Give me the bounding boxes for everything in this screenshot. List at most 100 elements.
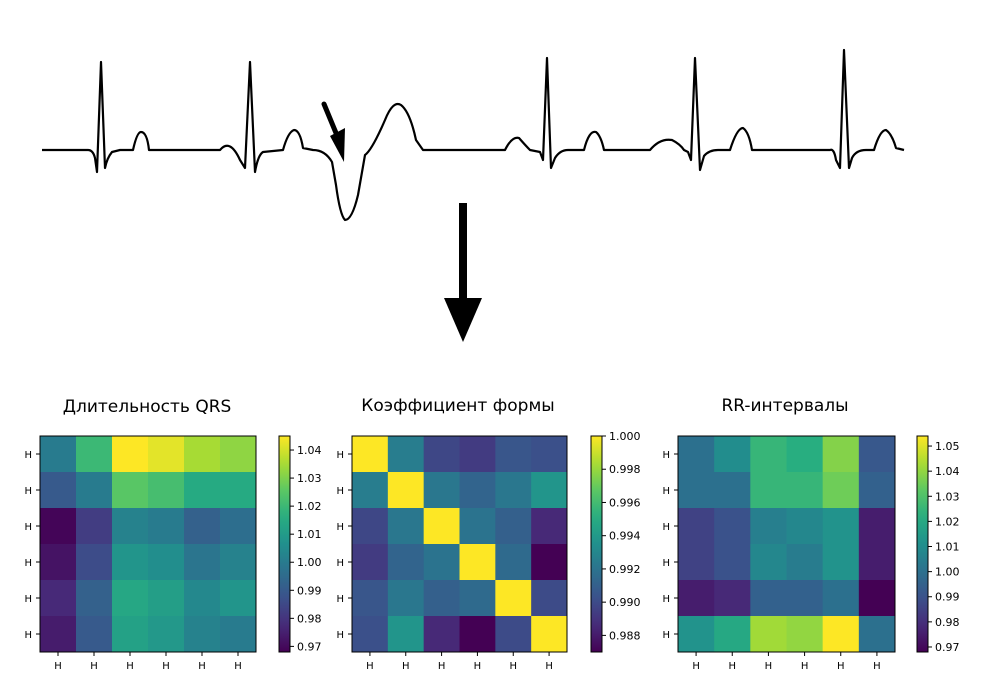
colorbar-tick-label: 0.99 — [297, 584, 322, 597]
heatmap-cell — [423, 580, 460, 617]
heatmap-cell — [678, 544, 715, 581]
heatmap-cell — [495, 508, 532, 545]
heatmap-cell — [459, 508, 496, 545]
heatmap-cell — [750, 580, 787, 617]
heatmap-cell — [184, 508, 221, 545]
y-tick-label: Н — [662, 522, 670, 533]
x-tick-label: Н — [545, 661, 553, 672]
y-tick-label: Н — [24, 630, 32, 641]
heatmap-cell — [714, 616, 751, 653]
y-tick-label: Н — [24, 594, 32, 605]
heatmap-cell — [352, 508, 389, 545]
colorbar-tick-label: 1.04 — [935, 465, 960, 478]
colorbar-tick-label: 0.994 — [609, 530, 641, 543]
heatmap-grid: Н Н Н Н Н Н Н Н Н Н Н Н 1.04 1.03 1.02 1.01 1.00 0.99 0.98… — [24, 435, 322, 672]
heatmap-title: Коэффициент формы — [361, 396, 554, 416]
colorbar-tick-label: 0.99 — [935, 591, 960, 604]
heatmap-cell — [531, 472, 568, 509]
x-tick-label: Н — [509, 661, 517, 672]
heatmap-cell — [750, 616, 787, 653]
heatmap-cell — [822, 616, 860, 653]
heatmap-cell — [112, 580, 149, 617]
heatmap-frame — [351, 435, 568, 653]
x-tick-label: Н — [438, 661, 446, 672]
heatmap-cell — [858, 544, 896, 581]
heatmap-cell — [858, 436, 896, 473]
heatmap-cell — [786, 472, 824, 509]
heatmap-cell — [495, 436, 532, 473]
heatmap-cell — [148, 580, 185, 617]
heatmap-cell — [112, 472, 149, 509]
y-tick-label: Н — [336, 558, 344, 569]
heatmap-cell — [495, 580, 532, 617]
heatmap-cell — [220, 616, 257, 653]
heatmap-cell — [148, 544, 185, 581]
heatmap-cell — [786, 616, 824, 653]
colorbar-tick-label: 0.996 — [609, 496, 641, 509]
y-tick-label: Н — [662, 486, 670, 497]
y-tick-label: Н — [24, 486, 32, 497]
y-tick-label: Н — [24, 450, 32, 461]
colorbar-tick-label: 1.02 — [935, 515, 960, 528]
heatmap-cell — [40, 580, 77, 617]
colorbar-tick-label: 1.00 — [935, 566, 960, 579]
colorbar-tick-label: 1.05 — [935, 440, 960, 453]
heatmap-cell — [148, 508, 185, 545]
heatmap-cell — [220, 544, 257, 581]
heatmap-cell — [76, 580, 113, 617]
heatmap-panel-qrs: Длительность QRS Н Н Н Н Н Н Н Н Н Н Н Н 1.04 1.03 1.0… — [24, 397, 321, 672]
y-tick-label: Н — [662, 558, 670, 569]
heatmap-cell — [822, 436, 860, 473]
heatmap-cell — [76, 544, 113, 581]
colorbar-tick-label: 0.98 — [935, 616, 960, 629]
heatmap-cell — [531, 436, 568, 473]
colorbar-tick-label: 0.97 — [935, 641, 960, 654]
heatmap-cell — [148, 436, 185, 473]
heatmap-cell — [678, 580, 715, 617]
heatmap-cell — [714, 436, 751, 473]
heatmap-cell — [822, 580, 860, 617]
heatmap-cell — [822, 472, 860, 509]
x-tick-label: Н — [837, 661, 845, 672]
heatmap-cell — [76, 616, 113, 653]
colorbar-tick-label: 0.97 — [297, 640, 322, 653]
heatmap-cell — [184, 544, 221, 581]
heatmap-cell — [714, 508, 751, 545]
heatmap-cell — [714, 544, 751, 581]
y-tick-label: Н — [662, 450, 670, 461]
heatmap-cell — [423, 544, 460, 581]
heatmap-cell — [786, 508, 824, 545]
colorbar-tick-label: 1.02 — [297, 500, 322, 513]
x-tick-label: Н — [366, 661, 374, 672]
x-tick-label: Н — [198, 661, 206, 672]
y-tick-label: Н — [336, 630, 344, 641]
heatmap-cell — [387, 508, 425, 545]
x-tick-label: Н — [801, 661, 809, 672]
heatmap-cell — [786, 436, 824, 473]
heatmap-cell — [220, 580, 257, 617]
heatmap-cell — [459, 436, 496, 473]
heatmap-cell — [531, 544, 568, 581]
heatmap-cell — [76, 436, 113, 473]
heatmap-cell — [678, 472, 715, 509]
heatmap-cell — [112, 508, 149, 545]
y-tick-label: Н — [662, 594, 670, 605]
heatmap-cell — [678, 508, 715, 545]
x-tick-label: Н — [234, 661, 242, 672]
heatmap-cell — [352, 472, 389, 509]
heatmap-cell — [423, 616, 460, 653]
heatmap-cell — [148, 472, 185, 509]
heatmap-title: Длительность QRS — [63, 397, 232, 417]
heatmap-cell — [387, 436, 425, 473]
heatmap-cell — [352, 616, 389, 653]
heatmap-cell — [858, 508, 896, 545]
y-tick-label: Н — [336, 486, 344, 497]
heatmap-cell — [750, 436, 787, 473]
heatmap-cell — [423, 436, 460, 473]
heatmap-cell — [184, 580, 221, 617]
x-tick-label: Н — [90, 661, 98, 672]
x-tick-label: Н — [692, 661, 700, 672]
colorbar-tick-label: 1.01 — [935, 541, 960, 554]
ecg-waveform-icon — [42, 48, 905, 222]
